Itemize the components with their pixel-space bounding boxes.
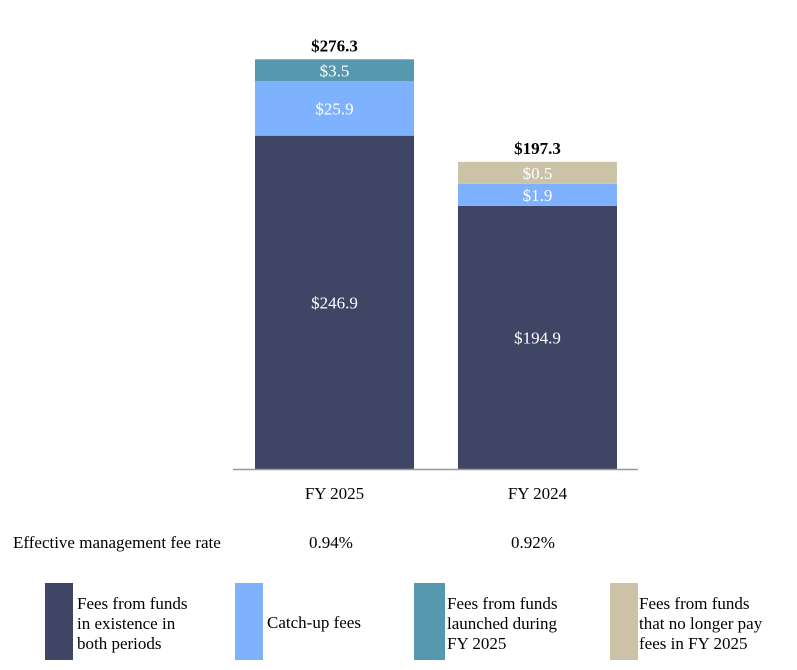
legend-swatch-launched	[414, 583, 445, 660]
data-label: $25.9	[315, 99, 353, 118]
data-label: $194.9	[514, 328, 561, 347]
legend-line: FY 2025	[447, 634, 507, 653]
legend-line: Fees from funds	[447, 594, 558, 613]
legend-label-catch-up: Catch-up fees	[267, 613, 361, 633]
legend-swatch-catch-up	[235, 583, 263, 660]
data-label: $246.9	[311, 293, 358, 312]
legend-label-existing-funds: Fees from funds in existence in both per…	[77, 594, 187, 654]
bar-segment	[458, 161, 617, 184]
legend-swatch-no-longer-pay	[610, 583, 638, 660]
bar-segment	[255, 81, 414, 136]
stacked-bar-chart: $246.9 $25.9 $3.5 $276.3 FY 2025 $194.9 $1.9 $0…	[233, 36, 638, 503]
fee-rate-fy2025: 0.94%	[309, 533, 353, 552]
legend-line: Fees from funds	[77, 594, 188, 613]
legend-label-launched: Fees from funds launched during FY 2025	[447, 594, 557, 654]
data-label: $1.9	[523, 186, 553, 205]
bar-segment	[255, 59, 414, 82]
legend-line: Catch-up fees	[267, 613, 361, 632]
legend-label-no-longer-pay: Fees from funds that no longer pay fees …	[639, 594, 762, 654]
legend-line: that no longer pay	[639, 614, 763, 633]
x-tick-label: FY 2025	[305, 484, 364, 503]
x-tick-label: FY 2024	[508, 484, 568, 503]
data-label: $0.5	[523, 164, 553, 183]
legend-line: fees in FY 2025	[639, 634, 748, 653]
legend-line: launched during	[447, 614, 557, 633]
bar-segment	[255, 135, 414, 469]
bar-segment	[458, 205, 617, 469]
data-label: $3.5	[320, 61, 350, 80]
legend-line: Fees from funds	[639, 594, 750, 613]
fee-rate-label: Effective management fee rate	[13, 533, 221, 552]
total-label: $197.3	[514, 139, 561, 158]
total-label: $276.3	[311, 36, 358, 55]
bar-segment	[458, 183, 617, 206]
legend-line: both periods	[77, 634, 162, 653]
legend-swatch-existing-funds	[45, 583, 73, 660]
fee-rate-fy2024: 0.92%	[511, 533, 555, 552]
legend-line: in existence in	[77, 614, 176, 633]
